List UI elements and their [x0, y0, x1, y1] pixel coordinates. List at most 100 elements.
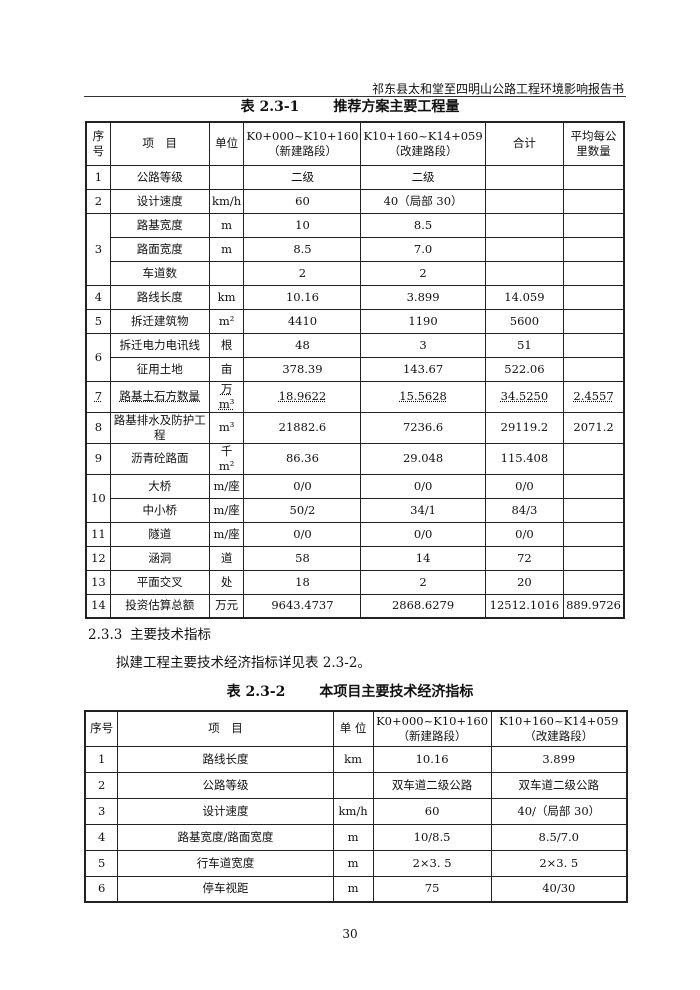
- table-cell: 10/8.5: [372, 823, 492, 851]
- table-cell: 2868.6279: [360, 593, 486, 619]
- table-cell: 86.36: [243, 442, 362, 475]
- table-cell: 双车道二级公路: [372, 771, 492, 799]
- table-cell: 0/0: [360, 521, 486, 547]
- table-cell: 60: [243, 188, 362, 214]
- table-row: 5 行车道宽度 m 2×3. 5 2×3. 5: [84, 849, 628, 877]
- table-row: 3 路基宽度 m 10 8.5: [85, 212, 625, 286]
- table-cell: 84/3: [484, 497, 565, 523]
- table-cell: 115.408: [484, 442, 565, 475]
- table-cell: 40/30: [490, 875, 628, 903]
- table-cell: 停车视距: [117, 875, 334, 903]
- table-cell: 8: [85, 411, 111, 444]
- table-cell: 14: [360, 545, 486, 571]
- table-cell: 二级: [360, 164, 486, 190]
- table-row: 1 路线长度 km 10.16 3.899: [84, 745, 628, 773]
- table-cell: 58: [243, 545, 362, 571]
- table-cell: 平面交叉: [109, 569, 210, 595]
- table-cell: 8.5: [243, 236, 362, 262]
- table-cell: 11: [85, 521, 111, 547]
- table-cell: [563, 308, 625, 334]
- table-cell: 29.048: [360, 442, 486, 475]
- table-row: 征用土地亩 378.39 143.67 522.06: [86, 356, 625, 382]
- table-cell: 公路等级: [117, 771, 334, 799]
- table-cell: [563, 442, 625, 475]
- table-cell: m/座: [208, 497, 245, 523]
- table-cell: m/座: [208, 473, 245, 499]
- table-cell: 1: [84, 745, 119, 773]
- table-cell: 设计速度: [109, 188, 210, 214]
- table-cell: 60: [372, 797, 492, 825]
- engineering-quantity-table: 序 号项 目单位 K0+000~K10+160 （新建路段） K10+160~K14…: [85, 121, 625, 619]
- header-cell: 序 号: [85, 121, 111, 166]
- table-cell: 8.5/7.0: [490, 823, 628, 851]
- table-cell: 6: [84, 875, 119, 903]
- header-cell: 合计: [484, 121, 565, 166]
- table-row: 10 大桥 m/座 0/0 0/0 0/0: [85, 473, 625, 523]
- table-cell: 5: [84, 849, 119, 877]
- body-paragraph: 拟建工程主要技术经济指标详见表 2.3-2。: [116, 655, 371, 671]
- table-cell: 投资估算总额: [109, 593, 210, 619]
- header-cell: K10+160~K14+059 （改建路段）: [490, 710, 628, 747]
- table-cell: [563, 332, 625, 358]
- table-row: 1 公路等级 二级 二级: [85, 164, 625, 190]
- table-cell: 路基土石方数量: [109, 380, 210, 413]
- table-cell: 8.5: [360, 212, 486, 238]
- table-row: 7 路基土石方数量万 m³ 18.9622 15.5628 34.5250 2.4557: [85, 380, 625, 413]
- table-cell: 4: [84, 823, 119, 851]
- table-cell: [484, 260, 565, 286]
- table-cell: 20: [484, 569, 565, 595]
- table-cell: 中小桥: [109, 497, 210, 523]
- table-cell: 34/1: [360, 497, 486, 523]
- table-cell: 9: [85, 442, 111, 475]
- table-cell: 4410: [243, 308, 362, 334]
- header-cell: 序号: [84, 710, 119, 747]
- table-cell: 143.67: [360, 356, 486, 382]
- table-cell: 18.9622: [243, 380, 362, 413]
- table-cell: [563, 164, 625, 190]
- table-cell: [563, 188, 625, 214]
- table-cell: 40/（局部 30）: [490, 797, 628, 825]
- running-header: 祁东县太和堂至四明山公路工程环境影响报告书: [371, 82, 624, 96]
- table-cell: 万 m³: [208, 380, 245, 413]
- header-rule: [84, 96, 626, 97]
- table-cell: [563, 521, 625, 547]
- table-row: 8 路基排水及防护工程 m³ 21882.6 7236.6 29119.2 2071.2: [85, 411, 625, 444]
- table-cell: 522.06: [484, 356, 565, 382]
- table-cell: 2071.2: [563, 411, 625, 444]
- table-cell: 隧道: [109, 521, 210, 547]
- table-cell: 大桥: [109, 473, 210, 499]
- table-cell: 889.9726: [563, 593, 625, 619]
- header-cell: 单位: [208, 121, 245, 166]
- section-heading: 2.3.3 主要技术指标: [88, 623, 211, 643]
- table-cell: 2: [243, 260, 362, 286]
- table-cell: m²: [208, 308, 245, 334]
- table-cell: 路线长度: [109, 284, 210, 310]
- table-cell: [208, 260, 245, 286]
- table-cell: 10.16: [243, 284, 362, 310]
- table-cell: 34.5250: [484, 380, 565, 413]
- table-cell: km: [332, 745, 374, 773]
- table-row: 13 平面交叉处 18 2 20: [85, 569, 625, 595]
- header-cell: K10+160~K14+059 （改建路段）: [360, 121, 486, 166]
- table-cell: 道: [208, 545, 245, 571]
- table-cell: m: [208, 212, 245, 238]
- table-cell: 10: [85, 473, 111, 523]
- table-header-row: 序 号项 目单位 K0+000~K10+160 （新建路段） K10+160~K14…: [85, 121, 625, 166]
- table-cell: 48: [243, 332, 362, 358]
- table-cell: 10.16: [372, 745, 492, 773]
- table-cell: 公路等级: [109, 164, 210, 190]
- table-cell: 7236.6: [360, 411, 486, 444]
- table-cell: 二级: [243, 164, 362, 190]
- header-cell: K0+000~K10+160 （新建路段）: [372, 710, 492, 747]
- table-cell: 72: [484, 545, 565, 571]
- table-cell: 2.4557: [563, 380, 625, 413]
- table-cell: [484, 164, 565, 190]
- table-cell: 40（局部 30）: [360, 188, 486, 214]
- table2-caption: 表 2.3-2 本项目主要技术经济指标: [0, 681, 700, 701]
- table-cell: 29119.2: [484, 411, 565, 444]
- table-cell: 2: [360, 569, 486, 595]
- table-cell: 根: [208, 332, 245, 358]
- table-cell: m: [332, 875, 374, 903]
- table-cell: 3: [84, 797, 119, 825]
- table-row: 3 设计速度 km/h 60 40/（局部 30）: [84, 797, 628, 825]
